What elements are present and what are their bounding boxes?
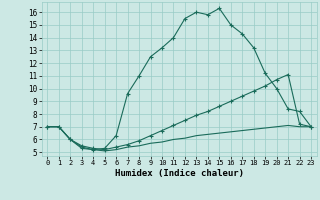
X-axis label: Humidex (Indice chaleur): Humidex (Indice chaleur)	[115, 169, 244, 178]
